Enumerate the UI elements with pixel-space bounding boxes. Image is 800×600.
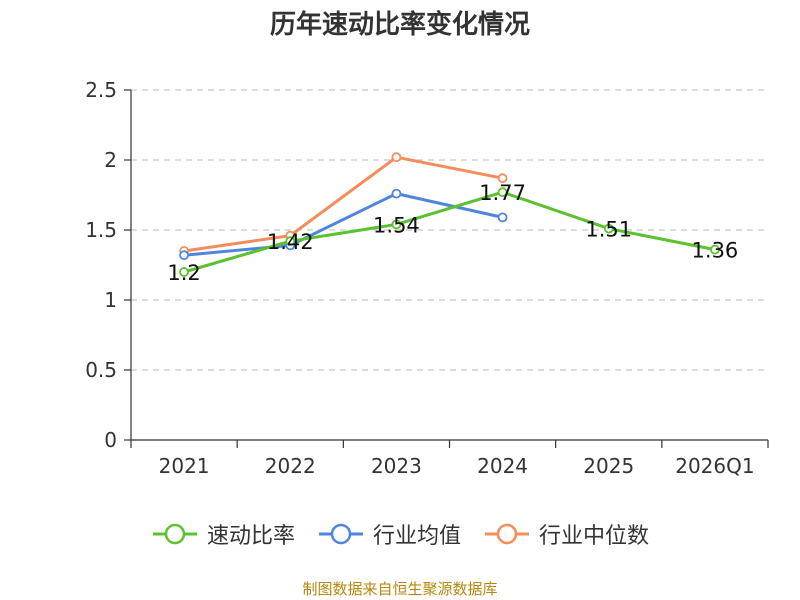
data-point xyxy=(603,223,614,234)
x-tick-label: 2025 xyxy=(583,454,634,478)
data-label: 1.42 xyxy=(267,230,314,254)
y-tick-label: 2.5 xyxy=(85,78,117,102)
x-tick-label: 2022 xyxy=(265,454,316,478)
y-tick-label: 0.5 xyxy=(85,358,117,382)
data-point xyxy=(179,267,189,277)
data-label: 1.51 xyxy=(585,218,632,242)
legend-item[interactable]: 行业均值 xyxy=(317,518,461,550)
data-label: 1.77 xyxy=(479,181,526,205)
y-tick-label: 0 xyxy=(104,428,117,452)
data-point xyxy=(391,219,402,230)
series-line xyxy=(183,192,503,257)
data-label: 1.2 xyxy=(167,261,200,285)
y-tick-label: 2 xyxy=(104,148,117,172)
legend-line-icon xyxy=(485,523,529,545)
legend-label: 速动比率 xyxy=(206,524,295,549)
data-label: 1.54 xyxy=(373,213,420,237)
series-line xyxy=(183,190,716,274)
data-point xyxy=(285,236,296,247)
legend-item[interactable]: 行业中位数 xyxy=(483,518,649,550)
data-point xyxy=(179,250,189,261)
source-note: 制图数据来自恒生聚源数据库 xyxy=(302,580,498,598)
grid-lines xyxy=(131,89,768,371)
x-tick-label: 2023 xyxy=(371,454,422,478)
data-point xyxy=(497,212,508,223)
legend-item[interactable]: 速动比率 xyxy=(151,518,295,550)
data-point xyxy=(391,188,402,199)
legend-label: 行业中位数 xyxy=(539,524,650,549)
series-line xyxy=(183,155,503,253)
chart-title: 历年速动比率变化情况 xyxy=(269,10,530,40)
legend: 速动比率 行业均值 行业中位数 xyxy=(0,518,800,550)
y-tick-label: 1 xyxy=(104,288,117,312)
data-labels: 1.2 1.42 1.54 1.77 1.51 1.36 xyxy=(167,181,738,285)
data-point xyxy=(497,187,508,198)
data-point xyxy=(710,244,720,255)
data-point xyxy=(391,152,402,163)
data-point xyxy=(497,173,508,184)
legend-label: 行业均值 xyxy=(372,524,461,549)
legend-line-icon xyxy=(318,523,363,545)
x-tick-label: 2021 xyxy=(159,454,210,478)
axes: 0 0.5 1 1.5 2 2.5 2021 2022 2023 2024 2025 2026Q1 xyxy=(85,78,769,478)
x-tick-label: 2024 xyxy=(477,454,528,478)
data-label: 1.36 xyxy=(692,239,739,263)
legend-line-icon xyxy=(152,523,197,545)
series-lines xyxy=(179,152,720,277)
y-tick-label: 1.5 xyxy=(85,218,117,242)
x-tick-label: 2026Q1 xyxy=(675,454,754,478)
